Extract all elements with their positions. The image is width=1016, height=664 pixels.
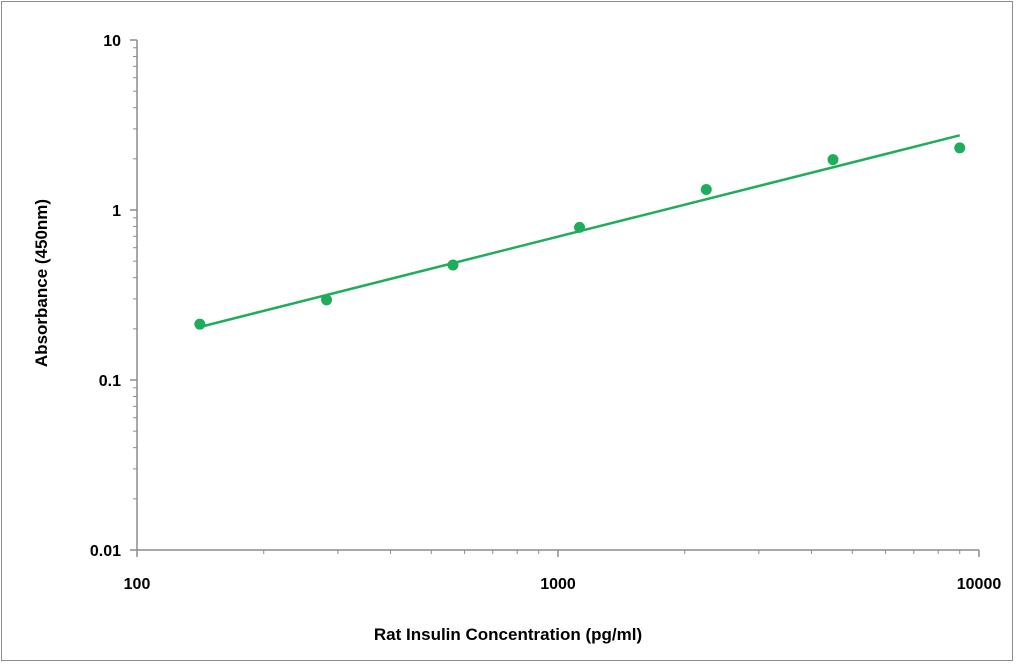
data-points (194, 142, 966, 330)
axes (136, 40, 979, 551)
y-tick-label: 0.01 (90, 543, 121, 560)
tick-labels: 0.01 0.1 1 10 100 1000 10000 (90, 33, 1001, 593)
x-tick-label: 100 (124, 576, 151, 593)
data-point (827, 154, 839, 166)
data-point (700, 184, 712, 196)
data-point (321, 294, 333, 306)
data-point (954, 142, 966, 154)
ticks (130, 39, 980, 557)
x-tick-label: 1000 (540, 576, 576, 593)
y-tick-label: 10 (103, 33, 121, 50)
y-tick-label: 0.1 (99, 373, 121, 390)
x-axis-title: Rat Insulin Concentration (pg/ml) (374, 625, 642, 644)
data-point (447, 259, 459, 271)
data-point (574, 221, 586, 233)
data-point (194, 318, 206, 330)
y-axis-title: Absorbance (450nm) (32, 199, 51, 367)
x-tick-label: 10000 (957, 576, 1002, 593)
y-tick-label: 1 (112, 203, 121, 220)
